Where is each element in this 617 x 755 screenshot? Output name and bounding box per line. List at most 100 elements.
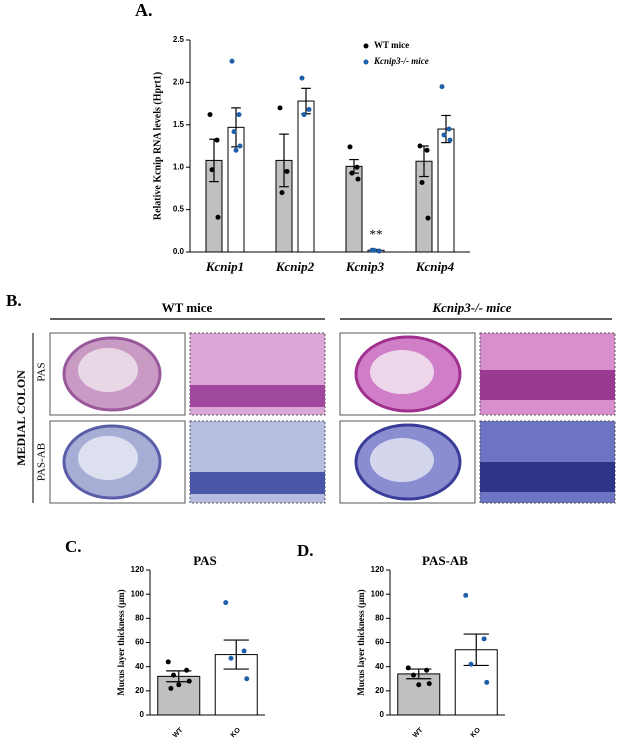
panel-b: B. WT mice Kcnip3-/- mice MEDIAL COLON P… <box>6 291 616 504</box>
crypt-layer <box>190 472 325 494</box>
y-tick-label: 1.5 <box>173 120 185 129</box>
data-point <box>484 679 490 685</box>
data-point <box>416 682 422 688</box>
y-tick-label: 0 <box>140 710 145 719</box>
y-axis-title: Mucus layer thickness (µm) <box>116 589 126 695</box>
section-lumen <box>370 350 434 394</box>
data-point <box>424 147 430 153</box>
data-point <box>236 112 242 118</box>
y-tick-label: 0.0 <box>173 247 185 256</box>
data-point <box>468 661 474 667</box>
data-point <box>347 144 353 150</box>
data-point <box>184 667 190 673</box>
x-tick-label: WT <box>172 726 185 739</box>
x-tick-label: KO <box>230 726 243 739</box>
y-tick-label: 60 <box>135 638 144 647</box>
section-lumen <box>370 438 434 482</box>
group-title: Kcnip3-/- mice <box>431 300 511 315</box>
y-tick-label: 100 <box>371 589 385 598</box>
data-point <box>244 676 250 682</box>
data-point <box>168 685 174 691</box>
data-point <box>207 112 213 118</box>
chart-title: PAS-AB <box>422 553 468 568</box>
y-tick-label: 2.5 <box>173 35 185 44</box>
data-point <box>237 143 243 149</box>
data-point <box>284 168 290 174</box>
data-point <box>301 112 307 118</box>
data-point <box>171 672 176 678</box>
data-point <box>463 592 469 598</box>
y-tick-label: 60 <box>375 638 384 647</box>
y-tick-label: 120 <box>131 565 145 574</box>
x-tick-label: Kcnip2 <box>275 259 315 274</box>
data-point <box>231 129 237 135</box>
data-point <box>424 667 430 673</box>
data-point <box>481 636 487 642</box>
y-tick-label: 1.0 <box>173 162 185 171</box>
data-point <box>228 655 234 661</box>
bar <box>297 100 315 253</box>
y-tick-label: 80 <box>375 613 384 622</box>
y-tick-label: 40 <box>135 662 144 671</box>
group-title: WT mice <box>162 300 213 315</box>
data-point <box>215 214 221 220</box>
data-point <box>279 190 285 196</box>
data-point <box>186 678 192 684</box>
panel-label: D. <box>297 541 314 560</box>
data-point <box>306 107 312 113</box>
legend-label: WT mice <box>374 40 409 50</box>
y-axis-title: Relative Kcnip RNA levels (Hprt1) <box>152 72 163 220</box>
data-point <box>176 682 182 688</box>
stain-label: PAS <box>36 362 48 381</box>
y-tick-label: 20 <box>135 686 144 695</box>
y-tick-label: 100 <box>131 589 145 598</box>
data-point <box>349 170 355 176</box>
crypt-layer <box>190 385 325 407</box>
y-tick-label: 120 <box>371 565 385 574</box>
crypt-layer <box>480 370 615 400</box>
section-lumen <box>78 436 138 480</box>
data-point <box>214 137 220 143</box>
section-lumen <box>78 348 138 392</box>
data-point <box>223 600 229 606</box>
x-tick-label: Kcnip1 <box>205 259 244 274</box>
data-point <box>299 75 305 81</box>
data-point <box>411 672 416 678</box>
data-point <box>446 126 452 132</box>
legend-marker <box>363 43 369 49</box>
x-tick-label: WT <box>412 726 425 739</box>
y-axis-title: Mucus layer thickness (µm) <box>356 589 366 695</box>
panel-label: B. <box>6 291 22 310</box>
chart-title: PAS <box>193 553 217 568</box>
y-tick-label: 0 <box>380 710 385 719</box>
data-point <box>165 659 171 665</box>
legend-marker <box>363 59 369 65</box>
data-point <box>241 648 247 654</box>
data-point <box>441 132 447 138</box>
x-tick-label: Kcnip4 <box>415 259 455 274</box>
y-tick-label: 0.5 <box>173 205 185 214</box>
data-point <box>447 137 453 143</box>
y-tick-label: 40 <box>375 662 384 671</box>
panel-label: C. <box>65 537 82 556</box>
annotation: ** <box>370 226 383 241</box>
data-point <box>376 248 382 254</box>
data-point <box>419 179 425 185</box>
legend-label: Kcnip3-/- mice <box>373 56 429 66</box>
panel-label: A. <box>135 0 153 20</box>
data-point <box>354 164 360 170</box>
y-tick-label: 2.0 <box>173 78 185 87</box>
data-point <box>425 215 431 221</box>
y-tick-label: 80 <box>135 613 144 622</box>
data-point <box>355 176 361 182</box>
data-point <box>209 167 215 173</box>
data-point <box>233 147 239 153</box>
y-tick-label: 20 <box>375 686 384 695</box>
data-point <box>405 665 411 671</box>
data-point <box>277 105 283 111</box>
x-tick-label: Kcnip3 <box>345 259 385 274</box>
data-point <box>426 681 432 687</box>
data-point <box>417 143 423 149</box>
region-label: MEDIAL COLON <box>14 370 28 466</box>
